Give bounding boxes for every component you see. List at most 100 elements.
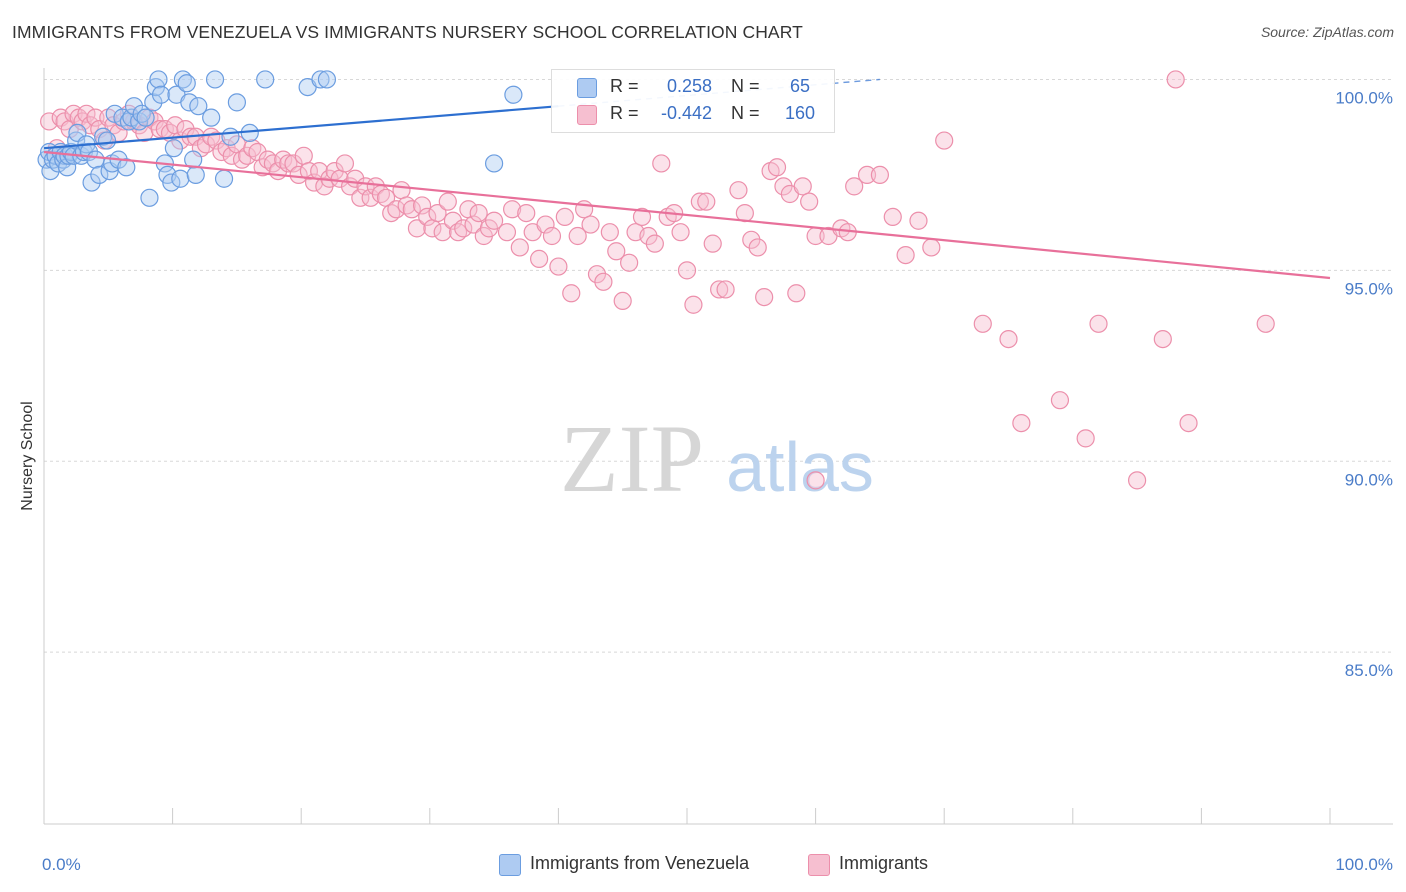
immigrants-point [222, 146, 241, 165]
venezuela-point [504, 85, 523, 104]
venezuela-point [205, 70, 225, 89]
immigrants-point [530, 249, 549, 269]
immigrants-point [999, 329, 1018, 349]
venezuela-point [186, 165, 205, 185]
immigrants-point [284, 154, 303, 173]
immigrants-point [562, 284, 581, 303]
n-value: 65 [789, 76, 811, 96]
immigrants-point [806, 471, 825, 490]
immigrants-points [40, 70, 1275, 490]
immigrants-point [613, 291, 632, 311]
immigrants-point [671, 223, 690, 242]
venezuela-point [151, 85, 171, 104]
immigrants-point [1179, 413, 1198, 433]
venezuela-point [162, 173, 181, 192]
venezuela-point [171, 169, 190, 188]
venezuela-point [256, 70, 275, 89]
stats-row-immigrants: R = -0.442 N = 160 [552, 101, 834, 127]
venezuela-point [317, 70, 337, 89]
immigrants-point [1153, 329, 1172, 349]
immigrants-point [587, 265, 607, 284]
venezuela-point [485, 154, 504, 173]
watermark-zip: ZIP [560, 405, 704, 512]
stats-legend: R = 0.258 N = 65 R = -0.442 N = 160 [551, 69, 835, 133]
y-tick-label: 90.0% [1345, 470, 1393, 489]
immigrants-point [407, 219, 427, 238]
immigrants-point [335, 154, 355, 173]
immigrants-point [392, 181, 411, 200]
immigrants-point [299, 161, 319, 181]
immigrants-point [40, 112, 59, 131]
immigrants-point [742, 230, 761, 249]
immigrants-point [690, 192, 709, 211]
venezuela-point [90, 165, 109, 185]
immigrants-point [279, 154, 298, 173]
y-tick-label: 100.0% [1335, 88, 1393, 107]
legend-label-venezuela: Immigrants from Venezuela [530, 853, 750, 873]
immigrants-point [607, 242, 626, 261]
watermark: ZIP atlas [560, 405, 874, 512]
r-value: -0.442 [660, 103, 712, 123]
immigrants-point [716, 280, 735, 299]
immigrants-point [542, 226, 562, 246]
immigrants-point [755, 287, 774, 307]
immigrants-point [620, 253, 639, 272]
immigrants-point [639, 226, 658, 246]
axes [43, 68, 1393, 825]
immigrants-point [289, 165, 308, 185]
venezuela-trend-line [43, 105, 559, 150]
tick-labels: 100.0% 95.0% 90.0% 85.0% 0.0% 100.0% [42, 88, 1393, 874]
immigrants-point [469, 203, 488, 223]
venezuela-point [227, 93, 246, 112]
immigrants-point [351, 188, 370, 207]
immigrants-point [748, 238, 767, 257]
immigrants-point [883, 207, 902, 227]
immigrants-point [909, 211, 928, 230]
immigrants-point [645, 234, 664, 253]
immigrants-point [600, 223, 619, 242]
immigrants-point [973, 314, 992, 333]
venezuela-point [177, 74, 196, 93]
immigrants-point [294, 146, 313, 165]
immigrants-point [1256, 314, 1275, 333]
venezuela-point [180, 93, 199, 112]
venezuela-point [221, 127, 240, 146]
immigrants-point [555, 207, 574, 227]
venezuela-point [136, 108, 155, 127]
immigrants-point [729, 181, 748, 200]
x-tick-label: 0.0% [42, 855, 81, 874]
immigrants-point [793, 177, 812, 196]
immigrants-point [549, 257, 568, 276]
immigrants-point [677, 261, 697, 280]
immigrants-point [581, 215, 600, 234]
immigrants-point [1012, 413, 1031, 433]
immigrants-point [845, 177, 864, 196]
immigrants-point [684, 295, 703, 314]
immigrants-point [150, 119, 169, 139]
venezuela-point [86, 150, 105, 169]
chart-title: IMMIGRANTS FROM VENEZUELA VS IMMIGRANTS … [12, 22, 803, 42]
watermark-atlas: atlas [726, 428, 874, 506]
immigrants-point [387, 200, 406, 219]
immigrants-point [510, 238, 529, 257]
legend-label-immigrants: Immigrants [839, 853, 929, 873]
immigrants-point [1089, 314, 1108, 333]
venezuela-point [202, 108, 221, 127]
immigrants-point [1166, 70, 1185, 89]
immigrants-point [438, 192, 457, 211]
immigrants-point [896, 245, 915, 265]
immigrants-point [568, 226, 587, 246]
immigrants-point [428, 203, 447, 223]
immigrants-point [767, 158, 787, 177]
immigrants-point [402, 200, 421, 219]
immigrants-point [870, 165, 890, 185]
immigrants-point [464, 215, 483, 234]
immigrants-trend-line [43, 150, 1331, 280]
immigrants-swatch [577, 105, 597, 125]
immigrants-legend-swatch [808, 854, 830, 876]
immigrants-point [412, 196, 432, 215]
venezuela-swatch [577, 78, 597, 98]
immigrants-point [774, 177, 793, 196]
n-label: N = [731, 103, 760, 123]
